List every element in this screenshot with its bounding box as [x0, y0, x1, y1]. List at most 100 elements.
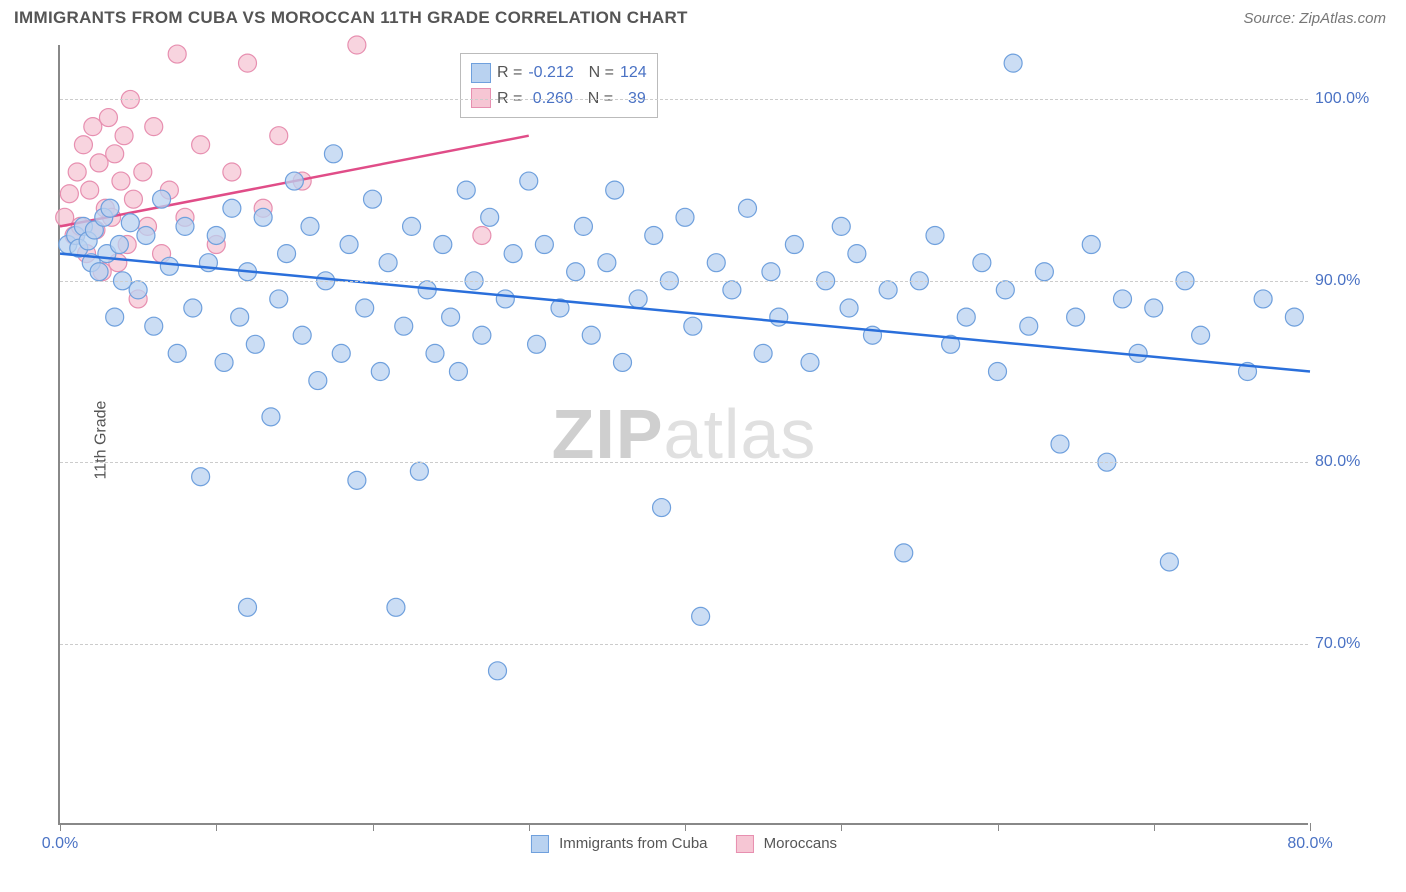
cuba-point [489, 662, 507, 680]
y-tick-label: 90.0% [1315, 272, 1380, 290]
source-label: Source: ZipAtlas.com [1243, 10, 1386, 27]
cuba-point [278, 245, 296, 263]
moroccans-point [348, 36, 366, 54]
cuba-point [293, 326, 311, 344]
cuba-point [153, 190, 171, 208]
moroccans-n-value: 39 [619, 86, 646, 112]
cuba-point [879, 281, 897, 299]
cuba-point [1114, 290, 1132, 308]
moroccans-point [68, 163, 86, 181]
cuba-point [567, 263, 585, 281]
cuba-point [106, 308, 124, 326]
cuba-n-value: 124 [620, 60, 647, 86]
cuba-swatch [471, 63, 491, 83]
cuba-point [645, 226, 663, 244]
scatter-svg [60, 45, 1308, 823]
moroccans-point [192, 136, 210, 154]
y-tick-label: 70.0% [1315, 635, 1380, 653]
r-label: R = [497, 60, 522, 86]
cuba-point [231, 308, 249, 326]
moroccans-legend-swatch [736, 835, 754, 853]
moroccans-point [112, 172, 130, 190]
cuba-point [340, 236, 358, 254]
cuba-point [840, 299, 858, 317]
moroccans-point [106, 145, 124, 163]
cuba-point [684, 317, 702, 335]
cuba-point [223, 199, 241, 217]
cuba-point [653, 499, 671, 517]
cuba-point [739, 199, 757, 217]
x-tick [373, 823, 374, 831]
legend: Immigrants from Cuba Moroccans [531, 835, 837, 853]
x-tick [685, 823, 686, 831]
cuba-point [614, 353, 632, 371]
cuba-point [364, 190, 382, 208]
cuba-point [207, 226, 225, 244]
cuba-point [473, 326, 491, 344]
cuba-point [137, 226, 155, 244]
cuba-point [270, 290, 288, 308]
cuba-point [246, 335, 264, 353]
cuba-point [1067, 308, 1085, 326]
stats-row-moroccans: R = 0.260 N = 39 [471, 86, 647, 112]
cuba-point [160, 257, 178, 275]
cuba-point [598, 254, 616, 272]
gridline [60, 281, 1308, 282]
cuba-legend-swatch [531, 835, 549, 853]
x-tick-label-first: 0.0% [42, 835, 78, 853]
cuba-point [1129, 344, 1147, 362]
moroccans-point [84, 118, 102, 136]
gridline [60, 462, 1308, 463]
n-label: N = [579, 86, 613, 112]
cuba-point [145, 317, 163, 335]
cuba-point [101, 199, 119, 217]
cuba-point [403, 217, 421, 235]
cuba-point [801, 353, 819, 371]
r-label: R = [497, 86, 522, 112]
moroccans-point [124, 190, 142, 208]
cuba-point [754, 344, 772, 362]
cuba-point [184, 299, 202, 317]
gridline [60, 644, 1308, 645]
cuba-r-value: -0.212 [528, 60, 573, 86]
moroccans-legend-label: Moroccans [764, 835, 837, 852]
cuba-point [254, 208, 272, 226]
moroccans-point [99, 109, 117, 127]
moroccans-point [473, 226, 491, 244]
cuba-point [504, 245, 522, 263]
cuba-point [676, 208, 694, 226]
cuba-point [1004, 54, 1022, 72]
cuba-point [121, 214, 139, 232]
cuba-point [528, 335, 546, 353]
cuba-point [332, 344, 350, 362]
cuba-point [285, 172, 303, 190]
moroccans-point [90, 154, 108, 172]
moroccans-point [134, 163, 152, 181]
cuba-point [1035, 263, 1053, 281]
y-tick-label: 80.0% [1315, 453, 1380, 471]
cuba-point [348, 471, 366, 489]
cuba-point [481, 208, 499, 226]
cuba-point [692, 607, 710, 625]
cuba-point [1192, 326, 1210, 344]
x-tick [529, 823, 530, 831]
cuba-point [90, 263, 108, 281]
x-tick [841, 823, 842, 831]
cuba-point [457, 181, 475, 199]
correlation-stats-box: R = -0.212 N = 124 R = 0.260 N = 39 [460, 53, 658, 118]
cuba-point [1020, 317, 1038, 335]
moroccans-point [60, 185, 78, 203]
cuba-point [168, 344, 186, 362]
cuba-point [356, 299, 374, 317]
cuba-point [989, 363, 1007, 381]
cuba-point [832, 217, 850, 235]
cuba-point [1254, 290, 1272, 308]
cuba-point [770, 308, 788, 326]
cuba-point [582, 326, 600, 344]
plot-area: ZIPatlas R = -0.212 N = 124 R = 0.260 N … [58, 45, 1308, 825]
cuba-point [324, 145, 342, 163]
cuba-point [574, 217, 592, 235]
moroccans-r-value: 0.260 [528, 86, 573, 112]
x-tick-label-last: 80.0% [1287, 835, 1332, 853]
cuba-point [606, 181, 624, 199]
